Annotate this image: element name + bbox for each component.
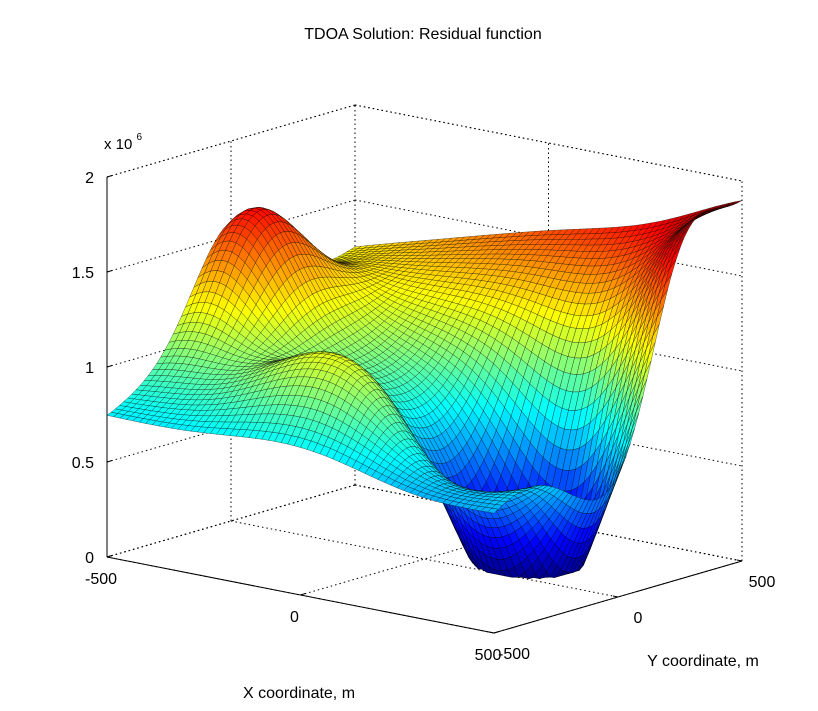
y-axis-label: Y coordinate, m (647, 653, 759, 670)
chart-title: TDOA Solution: Residual function (304, 26, 541, 43)
y-tick-mark (488, 631, 495, 634)
x-tick-label: 0 (290, 609, 299, 626)
grid-line (106, 104, 356, 178)
y-tick-label: -500 (498, 646, 530, 663)
z-tick-mark (106, 460, 113, 463)
z-tick-mark (106, 555, 113, 558)
grid-line (354, 484, 743, 562)
y-tick-mark (736, 559, 743, 562)
z-tick-label: 1 (85, 360, 94, 377)
y-tick-mark (612, 595, 619, 598)
x-tick-label: -500 (85, 571, 117, 588)
y-tick-label: 500 (749, 574, 776, 591)
z-exponent-base: x 10 (104, 136, 132, 153)
box-edge (106, 104, 356, 178)
z-tick-mark (106, 365, 113, 368)
axes-front (106, 175, 743, 634)
grid-line (354, 199, 743, 277)
x-tick-label: 500 (475, 647, 502, 664)
residual-surface (106, 200, 743, 580)
z-tick-label: 0 (85, 550, 94, 567)
x-tick-mark (300, 593, 306, 596)
z-exponent-label: x 10 6 (104, 132, 143, 153)
z-tick-label: 1.5 (72, 265, 94, 282)
grid-line (230, 520, 619, 598)
y-tick-label: 0 (634, 610, 643, 627)
x-axis-label: X coordinate, m (243, 685, 355, 702)
z-tick-label: 2 (85, 170, 94, 187)
z-tick-mark (106, 270, 113, 273)
z-tick-label: 0.5 (72, 455, 94, 472)
x-tick-mark (493, 631, 500, 634)
grid-line (354, 294, 743, 372)
grid-line (354, 389, 743, 467)
surface-patch (487, 508, 499, 514)
z-tick-mark (106, 175, 113, 178)
grid-line (354, 104, 743, 182)
z-exponent-power: 6 (137, 132, 143, 143)
